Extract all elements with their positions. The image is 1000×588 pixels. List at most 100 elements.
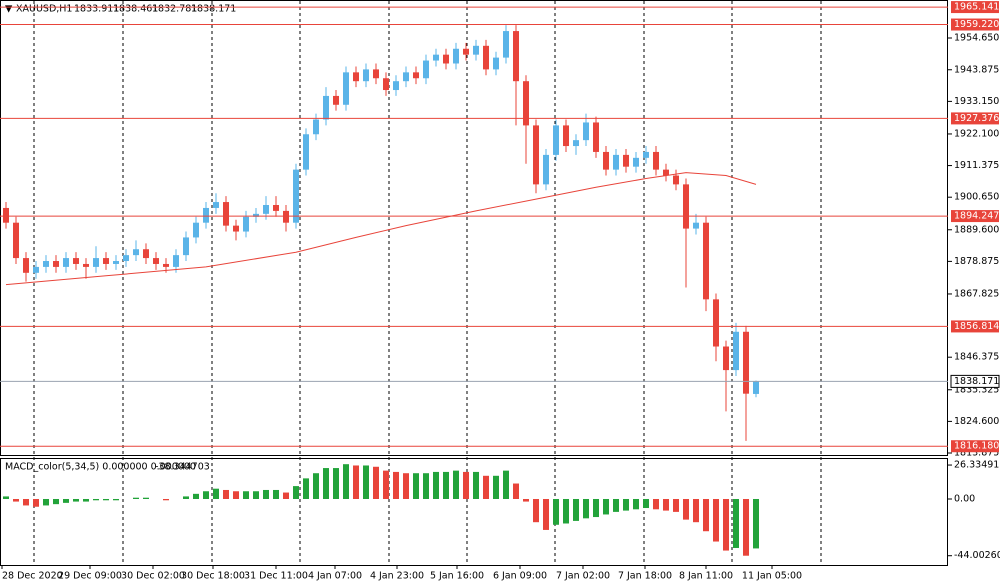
- macd-bar: [733, 498, 739, 548]
- level-box: [951, 320, 999, 333]
- macd-bar: [143, 497, 149, 499]
- candle-body: [133, 249, 139, 256]
- candle-body: [683, 184, 689, 229]
- x-tick-label: 4 Jan 07:00: [308, 571, 362, 582]
- macd-bar: [633, 498, 639, 510]
- level-label: 1894.247: [954, 211, 999, 222]
- candle-body: [663, 169, 669, 176]
- macd-bar: [183, 496, 189, 499]
- macd-bar: [113, 498, 119, 501]
- candle-body: [743, 331, 749, 394]
- candle-body: [643, 151, 649, 158]
- candle-body: [513, 31, 519, 82]
- candle-body: [653, 151, 659, 170]
- header-open: 1833.911: [74, 4, 119, 15]
- last-price-label: 1838.171: [954, 376, 999, 387]
- macd-bar: [223, 489, 229, 499]
- y-tick-label: 1835.325: [954, 384, 999, 395]
- candle-body: [213, 202, 219, 208]
- candle-body: [433, 54, 439, 61]
- main-frame: [0, 0, 948, 456]
- x-tick-label: 30 Dec 02:00: [121, 571, 185, 582]
- candle-body: [713, 299, 719, 347]
- macd-bar: [133, 497, 139, 499]
- macd-bar: [33, 498, 39, 507]
- x-tick-label: 28 Dec 2020: [2, 571, 63, 582]
- level-label: 1856.814: [954, 321, 999, 332]
- level-label: 1965.141: [954, 2, 999, 13]
- macd-bar: [583, 498, 589, 519]
- candle-body: [383, 78, 389, 91]
- candle-body: [183, 237, 189, 256]
- macd-bar: [693, 498, 699, 523]
- level-label: 1927.376: [954, 113, 999, 124]
- macd-bar: [753, 498, 759, 549]
- macd-bar: [343, 464, 349, 499]
- macd-bar: [83, 498, 89, 502]
- menu-arrow[interactable]: ▼: [5, 4, 13, 15]
- macd-bar: [103, 498, 109, 501]
- macd-bar: [603, 498, 609, 515]
- candle-body: [303, 134, 309, 170]
- macd-bar: [473, 471, 479, 499]
- candle-body: [483, 45, 489, 70]
- candle-body: [313, 119, 319, 135]
- x-tick-label: 11 Jan 05:00: [742, 571, 802, 582]
- y-tick-label: 1813.875: [954, 448, 999, 459]
- level-box: [951, 112, 999, 125]
- macd-bar: [593, 498, 599, 518]
- macd-bar: [293, 486, 299, 499]
- y-tick-label: 1911.375: [954, 160, 999, 171]
- candle-body: [333, 95, 339, 105]
- macd-bar: [353, 465, 359, 499]
- macd-bar: [63, 498, 69, 503]
- macd-bar: [663, 498, 669, 511]
- level-box: [951, 18, 999, 31]
- y-tick-label: 1933.150: [954, 96, 999, 107]
- candle-body: [393, 81, 399, 91]
- candle-body: [403, 72, 409, 82]
- macd-bar: [623, 498, 629, 511]
- macd-bar: [243, 491, 249, 499]
- macd-bar: [23, 498, 29, 506]
- candle-body: [633, 157, 639, 167]
- level-box: [951, 210, 999, 223]
- macd-bar: [433, 471, 439, 499]
- macd-last: -38.344703: [155, 462, 210, 473]
- macd-bar: [713, 498, 719, 542]
- macd-bar: [273, 489, 279, 499]
- candle-body: [503, 31, 509, 58]
- candle-body: [473, 45, 479, 55]
- macd-bar: [393, 471, 399, 499]
- candle-body: [23, 258, 29, 273]
- candle-body: [443, 54, 449, 64]
- macd-bar: [363, 465, 369, 499]
- candle-body: [113, 261, 119, 264]
- candle-body: [613, 154, 619, 170]
- y-tick-label: 1900.650: [954, 192, 999, 203]
- macd-bar: [493, 475, 499, 499]
- macd-bar: [193, 493, 199, 499]
- macd-bar: [13, 498, 19, 502]
- macd-bar: [683, 498, 689, 520]
- macd-bar: [483, 475, 489, 499]
- macd-bar: [333, 468, 339, 499]
- macd-bar: [323, 468, 329, 499]
- candle-body: [53, 261, 59, 267]
- macd-bar: [513, 483, 519, 499]
- y-tick-label: 1889.600: [954, 224, 999, 235]
- candle-body: [153, 258, 159, 264]
- candle-body: [283, 210, 289, 223]
- macd-bar: [383, 470, 389, 499]
- macd-bar: [263, 489, 269, 499]
- candle-body: [63, 258, 69, 267]
- macd-bar: [403, 473, 409, 499]
- macd-bar: [313, 473, 319, 499]
- y-tick-label: 1943.875: [954, 64, 999, 75]
- candle-body: [273, 205, 279, 211]
- candle-body: [83, 263, 89, 267]
- macd-bar: [723, 498, 729, 551]
- macd-bar: [463, 471, 469, 499]
- macd-bar: [643, 498, 649, 509]
